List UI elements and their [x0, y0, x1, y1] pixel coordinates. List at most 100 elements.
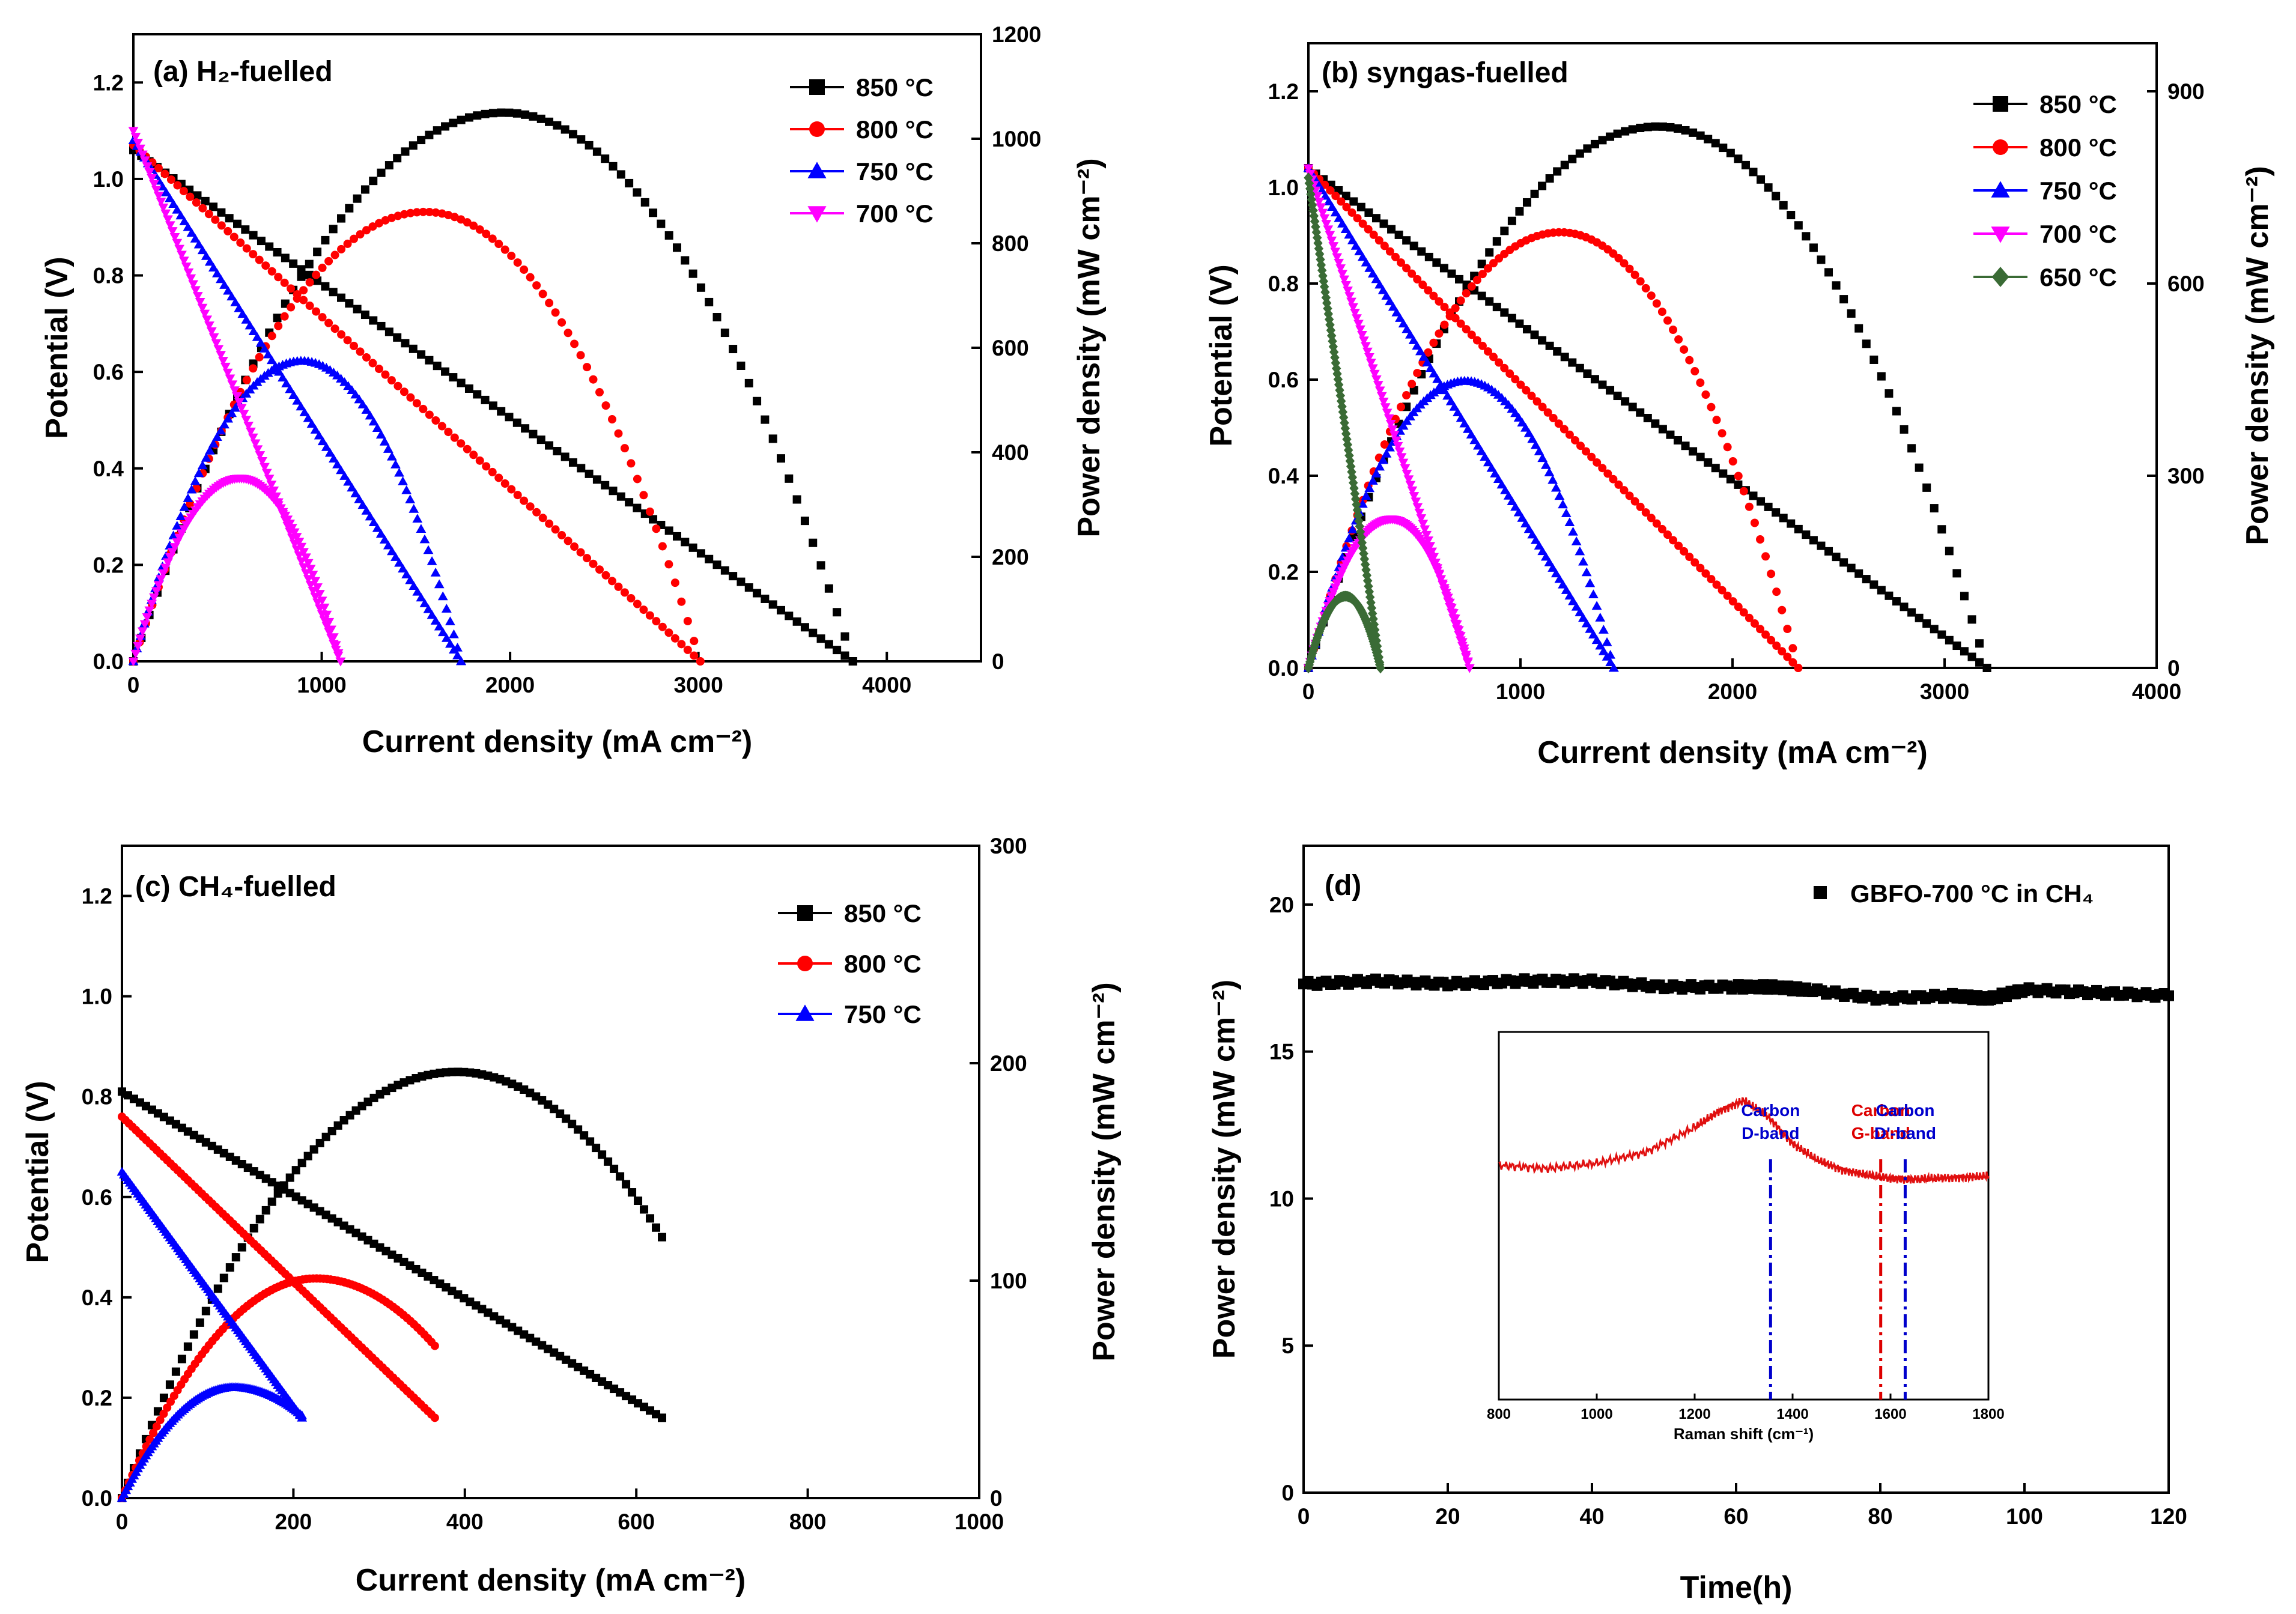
iv-point	[222, 368, 233, 378]
power-point	[658, 1233, 667, 1242]
power-point	[1560, 160, 1569, 169]
iv-point	[179, 216, 190, 225]
power-point	[1794, 664, 1803, 672]
iv-point	[1507, 314, 1516, 323]
power-point	[690, 637, 699, 646]
power-point	[1534, 446, 1544, 455]
iv-point	[1734, 602, 1743, 611]
power-point	[406, 208, 415, 217]
y-tick-label-d: 15	[1269, 1040, 1294, 1064]
iv-point	[1337, 270, 1348, 279]
iv-point	[186, 228, 197, 237]
iv-point	[536, 435, 545, 444]
iv-point	[1609, 475, 1618, 484]
x-tick-label-a: 0	[127, 673, 140, 697]
iv-point	[1486, 463, 1497, 472]
iv-point	[142, 162, 153, 171]
power-point	[368, 222, 377, 231]
iv-point	[158, 203, 169, 213]
legend-label: GBFO-700 °C in CH₄	[1850, 879, 2094, 908]
iv-point	[744, 583, 753, 592]
iv-point	[165, 221, 175, 231]
iv-point	[153, 192, 164, 201]
iv-point	[416, 592, 427, 602]
power-point	[1398, 420, 1409, 430]
iv-point	[1538, 402, 1547, 411]
iv-point	[1447, 269, 1456, 278]
iv-point	[1371, 375, 1382, 384]
iv-point	[1476, 446, 1487, 455]
iv-point	[1451, 314, 1460, 323]
iv-point	[1772, 508, 1781, 517]
power-point	[557, 318, 566, 327]
iv-point	[209, 202, 218, 211]
power-point	[1767, 569, 1776, 578]
iv-point	[257, 457, 268, 466]
power-point	[213, 1284, 222, 1293]
power-point	[1658, 122, 1667, 131]
iv-point	[1349, 482, 1359, 494]
y2-tick-label-b: 0	[2167, 656, 2180, 681]
iv-point	[274, 273, 283, 282]
band-label-top: Carbon	[1875, 1101, 1934, 1120]
iv-point	[583, 554, 592, 563]
iv-point	[1967, 652, 1976, 661]
iv-point	[406, 393, 415, 402]
legend-label: 800 °C	[2039, 133, 2117, 162]
iv-point	[532, 508, 541, 517]
power-point	[1681, 126, 1690, 135]
power-point	[1839, 295, 1848, 304]
power-point	[1530, 189, 1539, 198]
iv-point	[1402, 470, 1412, 479]
iv-point	[1376, 392, 1387, 401]
iv-point	[1347, 235, 1358, 244]
power-point	[1452, 620, 1462, 630]
iv-point	[529, 429, 538, 438]
power-point	[368, 416, 379, 426]
panel-title-c: (c) CH₄-fuelled	[135, 871, 336, 903]
iv-point	[545, 441, 554, 450]
power-point	[1413, 369, 1422, 378]
iv-point	[1550, 568, 1561, 578]
iv-point	[1395, 313, 1405, 322]
power-point	[634, 1197, 643, 1206]
power-point	[1726, 148, 1735, 157]
power-point	[1492, 237, 1501, 246]
iv-point	[1343, 444, 1353, 456]
iv-point	[1314, 248, 1325, 260]
iv-point	[198, 204, 207, 213]
legend-a: 850 °C 800 °C 750 °C 700 °C	[790, 73, 934, 228]
iv-point	[1817, 541, 1826, 550]
iv-point	[1824, 547, 1833, 556]
legend-marker	[1991, 181, 2010, 198]
power-point	[1550, 482, 1561, 492]
iv-point	[1361, 257, 1371, 267]
iv-point	[154, 163, 163, 172]
iv-point	[1757, 497, 1766, 506]
power-point	[208, 438, 219, 448]
iv-point	[1340, 224, 1351, 233]
iv-point	[160, 209, 171, 219]
iv-point	[1558, 579, 1568, 589]
legend-marker	[797, 956, 813, 971]
y-tick-label-a: 0.8	[93, 264, 124, 288]
power-point	[529, 112, 538, 121]
iv-point	[1364, 580, 1373, 592]
iv-point	[1330, 352, 1340, 363]
power-point	[1605, 649, 1616, 659]
y-tick-label-a: 0.0	[93, 649, 124, 674]
iv-point	[1520, 518, 1531, 527]
power-point	[1397, 402, 1406, 411]
power-point	[481, 109, 490, 118]
iv-point	[190, 234, 201, 243]
power-point	[1674, 124, 1683, 133]
iv-point	[1313, 180, 1324, 189]
power-point	[291, 533, 302, 542]
power-point	[672, 243, 681, 252]
iv-point	[437, 422, 446, 431]
iv-point	[494, 473, 503, 482]
iv-point	[1764, 502, 1773, 511]
iv-point	[1325, 231, 1335, 240]
iv-point	[177, 250, 187, 260]
power-point	[589, 375, 598, 384]
